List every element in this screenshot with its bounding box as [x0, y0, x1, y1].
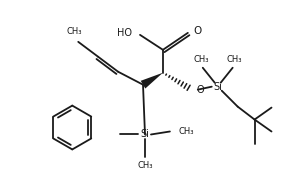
Text: CH₃: CH₃: [227, 55, 243, 64]
Text: CH₃: CH₃: [179, 127, 194, 136]
Text: O: O: [194, 26, 202, 36]
Text: HO: HO: [117, 28, 132, 38]
Text: CH₃: CH₃: [137, 161, 153, 170]
Text: CH₃: CH₃: [67, 27, 82, 36]
Text: Si: Si: [140, 129, 149, 140]
Polygon shape: [141, 73, 163, 89]
Text: Si: Si: [213, 82, 222, 92]
Text: O: O: [197, 85, 204, 95]
Text: CH₃: CH₃: [193, 55, 208, 64]
